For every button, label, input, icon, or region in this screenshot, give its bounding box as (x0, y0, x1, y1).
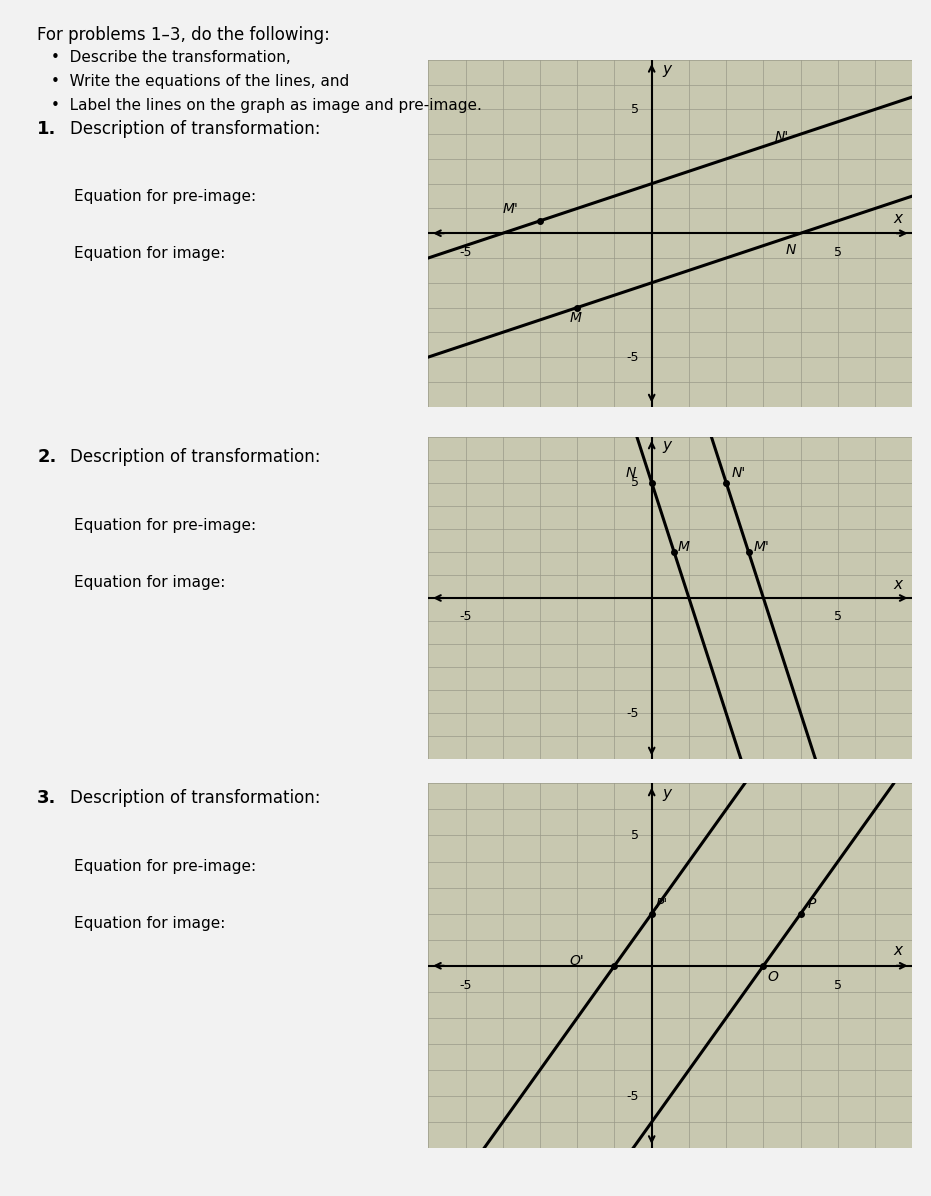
Text: x: x (893, 210, 902, 226)
Text: 5: 5 (630, 829, 639, 842)
Text: 5: 5 (630, 103, 639, 116)
Text: 1.: 1. (37, 120, 57, 138)
Text: •  Describe the transformation,: • Describe the transformation, (51, 50, 291, 66)
Text: M': M' (754, 541, 770, 554)
Text: -5: -5 (627, 707, 639, 720)
Text: Equation for pre-image:: Equation for pre-image: (74, 189, 257, 205)
Text: M: M (570, 311, 582, 325)
Text: O: O (767, 970, 778, 984)
Text: Equation for image:: Equation for image: (74, 246, 226, 262)
Text: N: N (786, 243, 796, 257)
Text: Description of transformation:: Description of transformation: (70, 120, 320, 138)
Text: x: x (893, 942, 902, 958)
Text: -5: -5 (627, 1090, 639, 1103)
Text: -5: -5 (459, 610, 472, 623)
Text: Description of transformation:: Description of transformation: (70, 448, 320, 466)
Text: N: N (626, 466, 636, 481)
Text: Equation for pre-image:: Equation for pre-image: (74, 518, 257, 533)
Text: P': P' (655, 897, 668, 911)
Text: M': M' (503, 202, 519, 216)
Text: -5: -5 (627, 350, 639, 364)
Text: Description of transformation:: Description of transformation: (70, 789, 320, 807)
Text: 5: 5 (834, 978, 842, 991)
Text: •  Label the lines on the graph as image and pre-image.: • Label the lines on the graph as image … (51, 98, 482, 114)
Text: N': N' (732, 466, 746, 481)
Text: M: M (678, 541, 690, 554)
Text: Equation for image:: Equation for image: (74, 916, 226, 932)
Text: •  Write the equations of the lines, and: • Write the equations of the lines, and (51, 74, 349, 90)
Text: Equation for pre-image:: Equation for pre-image: (74, 859, 257, 874)
Text: 5: 5 (630, 476, 639, 489)
Text: x: x (893, 576, 902, 592)
Text: O': O' (570, 954, 585, 969)
Text: -5: -5 (459, 978, 472, 991)
Text: N': N' (775, 130, 789, 144)
Text: -5: -5 (459, 245, 472, 258)
Text: 5: 5 (834, 610, 842, 623)
Text: For problems 1–3, do the following:: For problems 1–3, do the following: (37, 26, 331, 44)
Text: y: y (662, 438, 671, 453)
Text: y: y (662, 62, 671, 78)
Text: 3.: 3. (37, 789, 57, 807)
Text: Equation for image:: Equation for image: (74, 575, 226, 591)
Text: 5: 5 (834, 245, 842, 258)
Text: y: y (662, 786, 671, 801)
Text: P: P (808, 897, 816, 911)
Text: 2.: 2. (37, 448, 57, 466)
